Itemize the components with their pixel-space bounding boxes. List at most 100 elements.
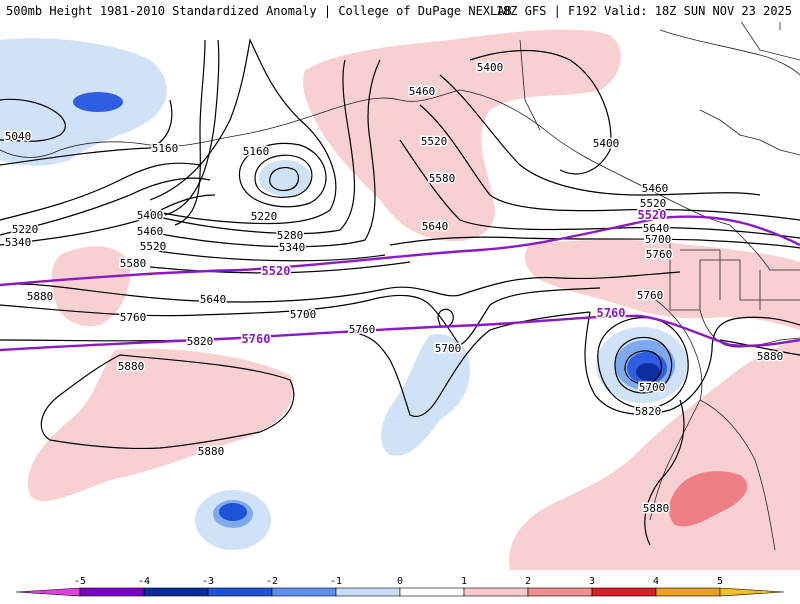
colorbar-swatches	[15, 587, 785, 597]
coastlines	[0, 22, 800, 551]
colorbar-tick-label: -2	[266, 576, 278, 587]
purple-5760-line	[0, 314, 800, 352]
height-contours	[0, 38, 800, 546]
contour-ne-5640	[389, 236, 800, 249]
colorbar-tick-label: -3	[202, 576, 214, 587]
contour-se-5880	[719, 339, 800, 356]
contour-5220-trough	[149, 38, 337, 225]
contour-5280-trough	[164, 39, 220, 216]
colorbar-swatch	[271, 587, 337, 597]
contour-label: 5520	[640, 197, 667, 210]
contour-label: 5760	[349, 323, 376, 336]
contour-label: 5640	[422, 220, 449, 233]
colorbar-swatch	[143, 587, 209, 597]
contour-5460-main	[149, 59, 381, 248]
contour-5640	[0, 271, 681, 303]
colorbar-swatch	[79, 587, 145, 597]
positive-anomaly-north	[303, 29, 621, 242]
contour-5820-east	[584, 311, 800, 415]
contour-5040	[0, 98, 66, 142]
contour-label: 5760	[637, 289, 664, 302]
colorbar-tick-label: -1	[330, 576, 342, 587]
contour-label: 5520	[140, 240, 167, 253]
colorbar-swatch	[399, 587, 465, 597]
colorbar-tick-label: 2	[525, 576, 531, 587]
contour-label: 5340	[5, 236, 32, 249]
contour-5400-main	[149, 59, 355, 235]
contour-ne-5520	[419, 104, 800, 221]
colorbar-swatch	[527, 587, 593, 597]
colorbar-swatch	[655, 587, 721, 597]
colorbar-tick-label: 4	[653, 576, 659, 587]
contour-label: 5160	[152, 142, 179, 155]
contour-label: 5040	[5, 130, 32, 143]
colorbar: -5 -4 -3 -2 -1 0 1 2 3 4 5	[0, 572, 800, 600]
contour-5880-west	[40, 354, 295, 450]
weather-map-svg: 5040 5160 5160 5220 5220 5280 5340 5340 …	[0, 22, 800, 570]
contour-label: 5880	[643, 502, 670, 515]
colorbar-swatch	[463, 587, 529, 597]
contour-5160-low	[238, 142, 327, 208]
contour-label: 5160	[243, 145, 270, 158]
contour-5520-main	[149, 249, 386, 262]
title-bar: 500mb Height 1981-2010 Standardized Anom…	[0, 0, 800, 22]
contour-label: 5640	[643, 222, 670, 235]
contour-label: 5700	[435, 342, 462, 355]
negative-anomaly-east-low-max	[636, 363, 660, 381]
purple-label: 5520	[262, 264, 291, 278]
contour-label: 5580	[120, 257, 147, 270]
contour-ne-5580	[399, 139, 800, 239]
contour-label: 5400	[137, 209, 164, 222]
contour-low-inner	[269, 167, 300, 192]
contour-label: 5220	[12, 223, 39, 236]
contour-east-low-1	[597, 317, 689, 409]
anomaly-shading	[0, 29, 800, 570]
contour-label: 5640	[200, 293, 227, 306]
contour-east-low-3	[624, 350, 662, 385]
purple-label: 5760	[242, 332, 271, 346]
contour-label: 5580	[429, 172, 456, 185]
weather-map: 5040 5160 5160 5220 5220 5280 5340 5340 …	[0, 22, 800, 570]
contour-5580	[149, 261, 411, 274]
colorbar-svg: -5 -4 -3 -2 -1 0 1 2 3 4 5	[15, 576, 785, 597]
negative-anomaly-nw-core	[73, 92, 123, 112]
negative-anomaly-central	[380, 334, 470, 456]
positive-anomaly-west	[51, 246, 131, 327]
contour-5340-trough	[174, 39, 206, 226]
valid-time: 18Z GFS | F192 Valid: 18Z SUN NOV 23 202…	[495, 4, 792, 18]
product-title: 500mb Height 1981-2010 Standardized Anom…	[6, 4, 512, 18]
colorbar-swatch	[335, 587, 401, 597]
contour-label: 5880	[27, 290, 54, 303]
colorbar-tick-label: 1	[461, 576, 467, 587]
contour-label: 5880	[198, 445, 225, 458]
contour-label: 5400	[593, 137, 620, 150]
colorbar-tick-label: 3	[589, 576, 595, 587]
contour-label: 5760	[120, 311, 147, 324]
purple-5520-line	[0, 215, 800, 287]
positive-anomaly-southwest	[27, 348, 293, 502]
contour-label: 5400	[477, 61, 504, 74]
colorbar-tick-labels: -5 -4 -3 -2 -1 0 1 2 3 4 5	[74, 576, 723, 587]
colorbar-tick-label: -4	[138, 576, 150, 587]
contour-label: 5340	[279, 241, 306, 254]
reference-contours	[0, 215, 800, 352]
colorbar-tick-label: 0	[397, 576, 403, 587]
contour-label: 5520	[421, 135, 448, 148]
colorbar-tick-label: 5	[717, 576, 723, 587]
contour-label: 5460	[409, 85, 436, 98]
contour-label: 5700	[639, 381, 666, 394]
contour-5160-west	[0, 99, 173, 166]
contour-label: 5280	[277, 229, 304, 242]
contour-ne-5460	[439, 74, 761, 196]
contour-label: 5460	[642, 182, 669, 195]
contour-label: 5460	[137, 225, 164, 238]
purple-label: 5520	[638, 208, 667, 222]
contour-east-low-2	[614, 336, 673, 394]
colorbar-swatch	[207, 587, 273, 597]
contour-label: 5820	[187, 335, 214, 348]
contour-ne-5400	[469, 49, 612, 175]
contour-label: 5700	[290, 308, 317, 321]
positive-anomaly-east	[524, 239, 800, 330]
colorbar-swatch	[591, 587, 657, 597]
